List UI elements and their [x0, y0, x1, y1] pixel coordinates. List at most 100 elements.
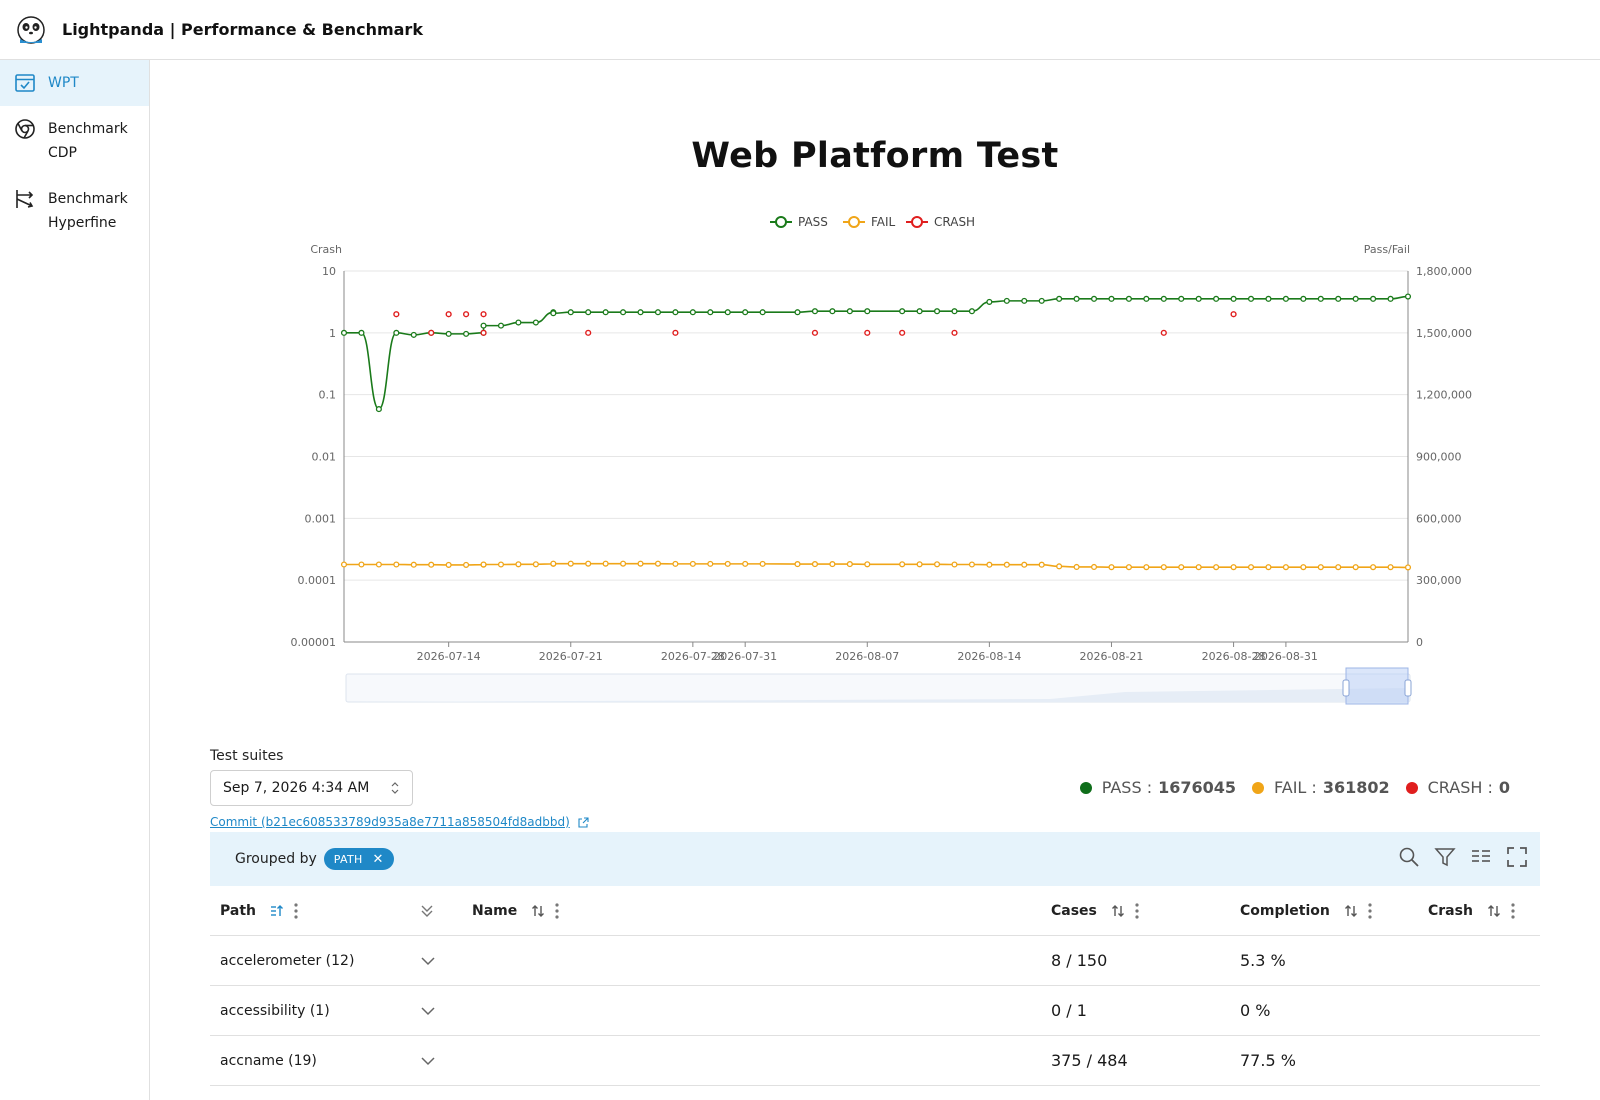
sidebar-item-label: Benchmark Hyperfine [48, 191, 128, 231]
point-fail [864, 561, 871, 568]
x-tick-label: 2026-07-28 [661, 650, 725, 663]
app-title: Lightpanda | Performance & Benchmark [62, 20, 423, 39]
point-pass [951, 308, 958, 315]
point-crash [951, 329, 958, 336]
point-fail [550, 560, 557, 567]
point-pass [829, 308, 836, 315]
column-header-cases[interactable]: Cases [1051, 903, 1139, 919]
sort-icon[interactable] [1111, 904, 1125, 918]
point-fail [654, 560, 662, 567]
point-fail [602, 560, 609, 567]
chevron-down-icon[interactable] [420, 1006, 436, 1016]
point-fail [707, 560, 714, 567]
table-tools [1384, 846, 1528, 868]
cases-cell: 375 / 484 [1051, 1051, 1128, 1070]
point-fail [497, 561, 505, 568]
close-icon[interactable]: ✕ [372, 851, 384, 867]
point-crash [445, 311, 452, 318]
sidebar-item-wpt[interactable]: WPT [0, 60, 149, 106]
point-fail [358, 561, 365, 568]
chevron-down-icon[interactable] [420, 1056, 436, 1066]
column-menu-icon[interactable] [1135, 902, 1139, 919]
group-chip-path[interactable]: PATH ✕ [323, 848, 394, 870]
column-header-label: Cases [1051, 902, 1097, 919]
point-pass [1003, 297, 1010, 304]
point-pass [899, 308, 906, 315]
point-fail [968, 561, 975, 568]
zoom-slider-window[interactable] [1345, 667, 1409, 705]
table-row[interactable]: accname (19) 375 / 484 77.5 % [210, 1036, 1540, 1086]
point-crash [811, 329, 819, 336]
page-title: Web Platform Test [691, 136, 1059, 176]
zoom-handle-left[interactable] [1342, 679, 1350, 697]
y-left-tick-label: 0.1 [319, 389, 337, 402]
completion-cell: 77.5 % [1240, 1051, 1296, 1070]
point-pass [375, 406, 382, 413]
fail-label: FAIL : [1274, 778, 1317, 797]
point-fail [1230, 564, 1237, 571]
y-left-tick-label: 0.00001 [291, 636, 337, 649]
fullscreen-icon[interactable] [1506, 846, 1528, 868]
chevron-down-icon[interactable] [420, 956, 436, 966]
filter-icon[interactable] [1434, 846, 1456, 868]
search-icon[interactable] [1398, 846, 1420, 868]
point-pass [986, 298, 993, 305]
y-right-tick-label: 300,000 [1416, 574, 1462, 587]
point-pass [1090, 295, 1098, 302]
y-left-axis-label: Crash [310, 243, 342, 256]
point-pass [410, 331, 417, 338]
columns-icon[interactable] [1470, 846, 1492, 868]
column-header-crash[interactable]: Crash [1428, 903, 1515, 919]
point-crash [480, 311, 487, 318]
sort-asc-icon[interactable] [270, 904, 284, 918]
zoom-handle-right[interactable] [1404, 679, 1412, 697]
collapse-all-button[interactable] [420, 904, 434, 918]
sidebar: WPT Benchmark CDP Benchmark Hyperfine [0, 60, 150, 1100]
point-pass [550, 310, 557, 317]
column-header-name[interactable]: Name [472, 903, 559, 919]
completion-cell: 0 % [1240, 1001, 1271, 1020]
sidebar-item-benchmark-cdp[interactable]: Benchmark CDP [0, 106, 149, 176]
column-menu-icon[interactable] [1368, 902, 1372, 919]
point-fail [1090, 563, 1098, 571]
point-pass [1352, 295, 1359, 302]
point-pass [1247, 295, 1255, 302]
test-suite-select[interactable]: Sep 7, 2026 4:34 AM [210, 770, 413, 806]
point-pass [1213, 295, 1220, 302]
test-suite-value: Sep 7, 2026 4:34 AM [223, 780, 370, 796]
chrome-icon [15, 119, 35, 139]
sidebar-item-label: WPT [48, 75, 79, 91]
point-fail [759, 560, 766, 567]
point-fail [1370, 564, 1377, 571]
pass-stat: PASS : 1676045 [1079, 778, 1236, 797]
y-right-tick-label: 1,200,000 [1416, 389, 1472, 402]
point-pass [1387, 295, 1394, 302]
column-menu-icon[interactable] [555, 902, 559, 919]
column-menu-icon[interactable] [294, 902, 298, 919]
series-line-pass [344, 295, 1409, 410]
table-row[interactable]: accelerometer (12) 8 / 150 5.3 % [210, 936, 1540, 986]
point-crash [428, 329, 435, 336]
point-pass [1300, 295, 1307, 302]
column-header-completion[interactable]: Completion [1240, 903, 1372, 919]
point-pass [637, 309, 644, 316]
column-header-path[interactable]: Path [220, 903, 298, 919]
sidebar-item-benchmark-hyperfine[interactable]: Benchmark Hyperfine [0, 176, 149, 246]
point-fail [1003, 561, 1010, 568]
sort-icon[interactable] [531, 904, 545, 918]
point-fail [1160, 564, 1167, 571]
point-fail [1317, 564, 1324, 571]
point-fail [515, 561, 522, 568]
column-menu-icon[interactable] [1511, 902, 1515, 919]
sort-icon[interactable] [1344, 904, 1358, 918]
point-pass [620, 309, 627, 316]
external-link-icon [578, 816, 589, 828]
legend-label: FAIL [871, 215, 896, 229]
point-crash [899, 329, 906, 336]
y-right-tick-label: 600,000 [1416, 512, 1462, 525]
table-row[interactable]: accessibility (1) 0 / 1 0 % [210, 986, 1540, 1036]
point-pass [1230, 295, 1237, 302]
sort-icon[interactable] [1487, 904, 1501, 918]
point-fail [1195, 564, 1202, 571]
commit-link[interactable]: Commit (b21ec608533789d935a8e7711a858504… [210, 815, 589, 829]
